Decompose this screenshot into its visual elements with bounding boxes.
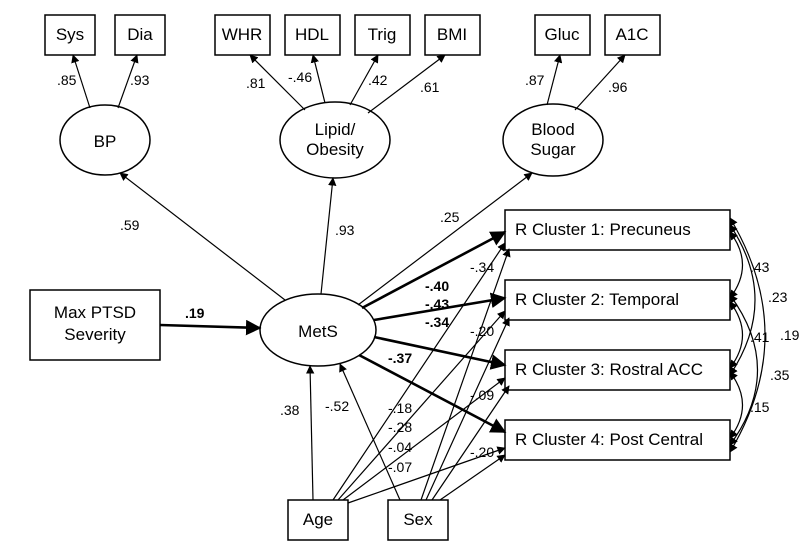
mets-lipid-label: .93 <box>335 222 355 238</box>
edge-sex-r2 <box>426 318 509 500</box>
mets-sugar-label: .25 <box>440 209 460 225</box>
corr-r1r4-label: .19 <box>780 327 800 343</box>
sugar-label1: Blood <box>531 120 574 139</box>
indicator-whr: WHR <box>215 15 270 55</box>
mets-r1-label: -.40 <box>425 278 449 294</box>
gluc-label: Gluc <box>545 25 580 44</box>
latent-lipid: Lipid/ Obesity <box>280 102 390 178</box>
loading-sys: .85 <box>57 72 77 88</box>
ptsd-label2: Severity <box>64 325 126 344</box>
corr-r1r3-label: .23 <box>768 289 788 305</box>
edge-sugar-gluc <box>547 55 560 105</box>
latent-sugar: Blood Sugar <box>503 104 603 176</box>
predictor-age: Age <box>288 500 348 540</box>
lipid-label1: Lipid/ <box>315 120 356 139</box>
lipid-label2: Obesity <box>306 140 364 159</box>
a1c-label: A1C <box>615 25 648 44</box>
dia-label: Dia <box>127 25 153 44</box>
edge-mets-lipid <box>321 178 333 294</box>
indicator-bmi: BMI <box>425 15 480 55</box>
loading-whr: .81 <box>246 75 266 91</box>
edge-age-mets <box>310 366 313 500</box>
indicator-a1c: A1C <box>605 15 660 55</box>
hdl-label: HDL <box>295 25 329 44</box>
edge-mets-bp <box>120 173 285 300</box>
ptsd-b: .19 <box>185 305 205 321</box>
sex-r3-label: -.04 <box>388 439 412 455</box>
corr-r2r4-label: .35 <box>770 367 790 383</box>
whr-label: WHR <box>222 25 263 44</box>
age-r1-label: -.34 <box>470 259 494 275</box>
corr-r2r3-label: .41 <box>750 329 770 345</box>
sugar-label2: Sugar <box>530 140 576 159</box>
loading-bmi: .61 <box>420 79 440 95</box>
sex-r2-label: -.28 <box>388 419 412 435</box>
trig-label: Trig <box>368 25 397 44</box>
predictor-sex: Sex <box>388 500 448 540</box>
sex-label: Sex <box>403 510 433 529</box>
edge-ptsd-mets <box>160 325 260 328</box>
predictor-ptsd: Max PTSD Severity <box>30 290 160 360</box>
sex-r4-label: -.07 <box>388 459 412 475</box>
bmi-label: BMI <box>437 25 467 44</box>
loading-trig: .42 <box>368 72 388 88</box>
edge-sex-r4 <box>440 455 505 500</box>
cluster-r3: R Cluster 3: Rostral ACC <box>505 350 730 390</box>
mets-label: MetS <box>298 322 338 341</box>
mets-r2-label: -.43 <box>425 296 449 312</box>
loading-dia: .93 <box>130 72 150 88</box>
mets-r4-label: -.37 <box>388 350 412 366</box>
r4-label: R Cluster 4: Post Central <box>515 430 703 449</box>
age-r4-label: -.20 <box>470 444 494 460</box>
mets-r3-label: -.34 <box>425 314 449 330</box>
r3-label: R Cluster 3: Rostral ACC <box>515 360 703 379</box>
sex-mets-label: -.52 <box>325 398 349 414</box>
cluster-r4: R Cluster 4: Post Central <box>505 420 730 460</box>
age-mets-label: .38 <box>280 402 300 418</box>
mets-bp-label: .59 <box>120 217 140 233</box>
loading-hdl: -.46 <box>288 69 312 85</box>
cluster-r2: R Cluster 2: Temporal <box>505 280 730 320</box>
loading-a1c: .96 <box>608 79 628 95</box>
indicator-dia: Dia <box>115 15 165 55</box>
r1-label: R Cluster 1: Precuneus <box>515 220 691 239</box>
edge-age-r1 <box>333 243 505 500</box>
cluster-r1: R Cluster 1: Precuneus <box>505 210 730 250</box>
indicator-trig: Trig <box>355 15 410 55</box>
indicator-hdl: HDL <box>285 15 340 55</box>
sex-r1-label: -.18 <box>388 400 412 416</box>
ptsd-label1: Max PTSD <box>54 303 136 322</box>
edge-lipid-hdl <box>313 55 325 103</box>
bp-label: BP <box>94 132 117 151</box>
indicator-sys: Sys <box>45 15 95 55</box>
sys-label: Sys <box>56 25 84 44</box>
latent-bp: BP <box>60 105 150 175</box>
age-label: Age <box>303 510 333 529</box>
loading-gluc: .87 <box>525 72 545 88</box>
r2-label: R Cluster 2: Temporal <box>515 290 679 309</box>
indicator-gluc: Gluc <box>535 15 590 55</box>
